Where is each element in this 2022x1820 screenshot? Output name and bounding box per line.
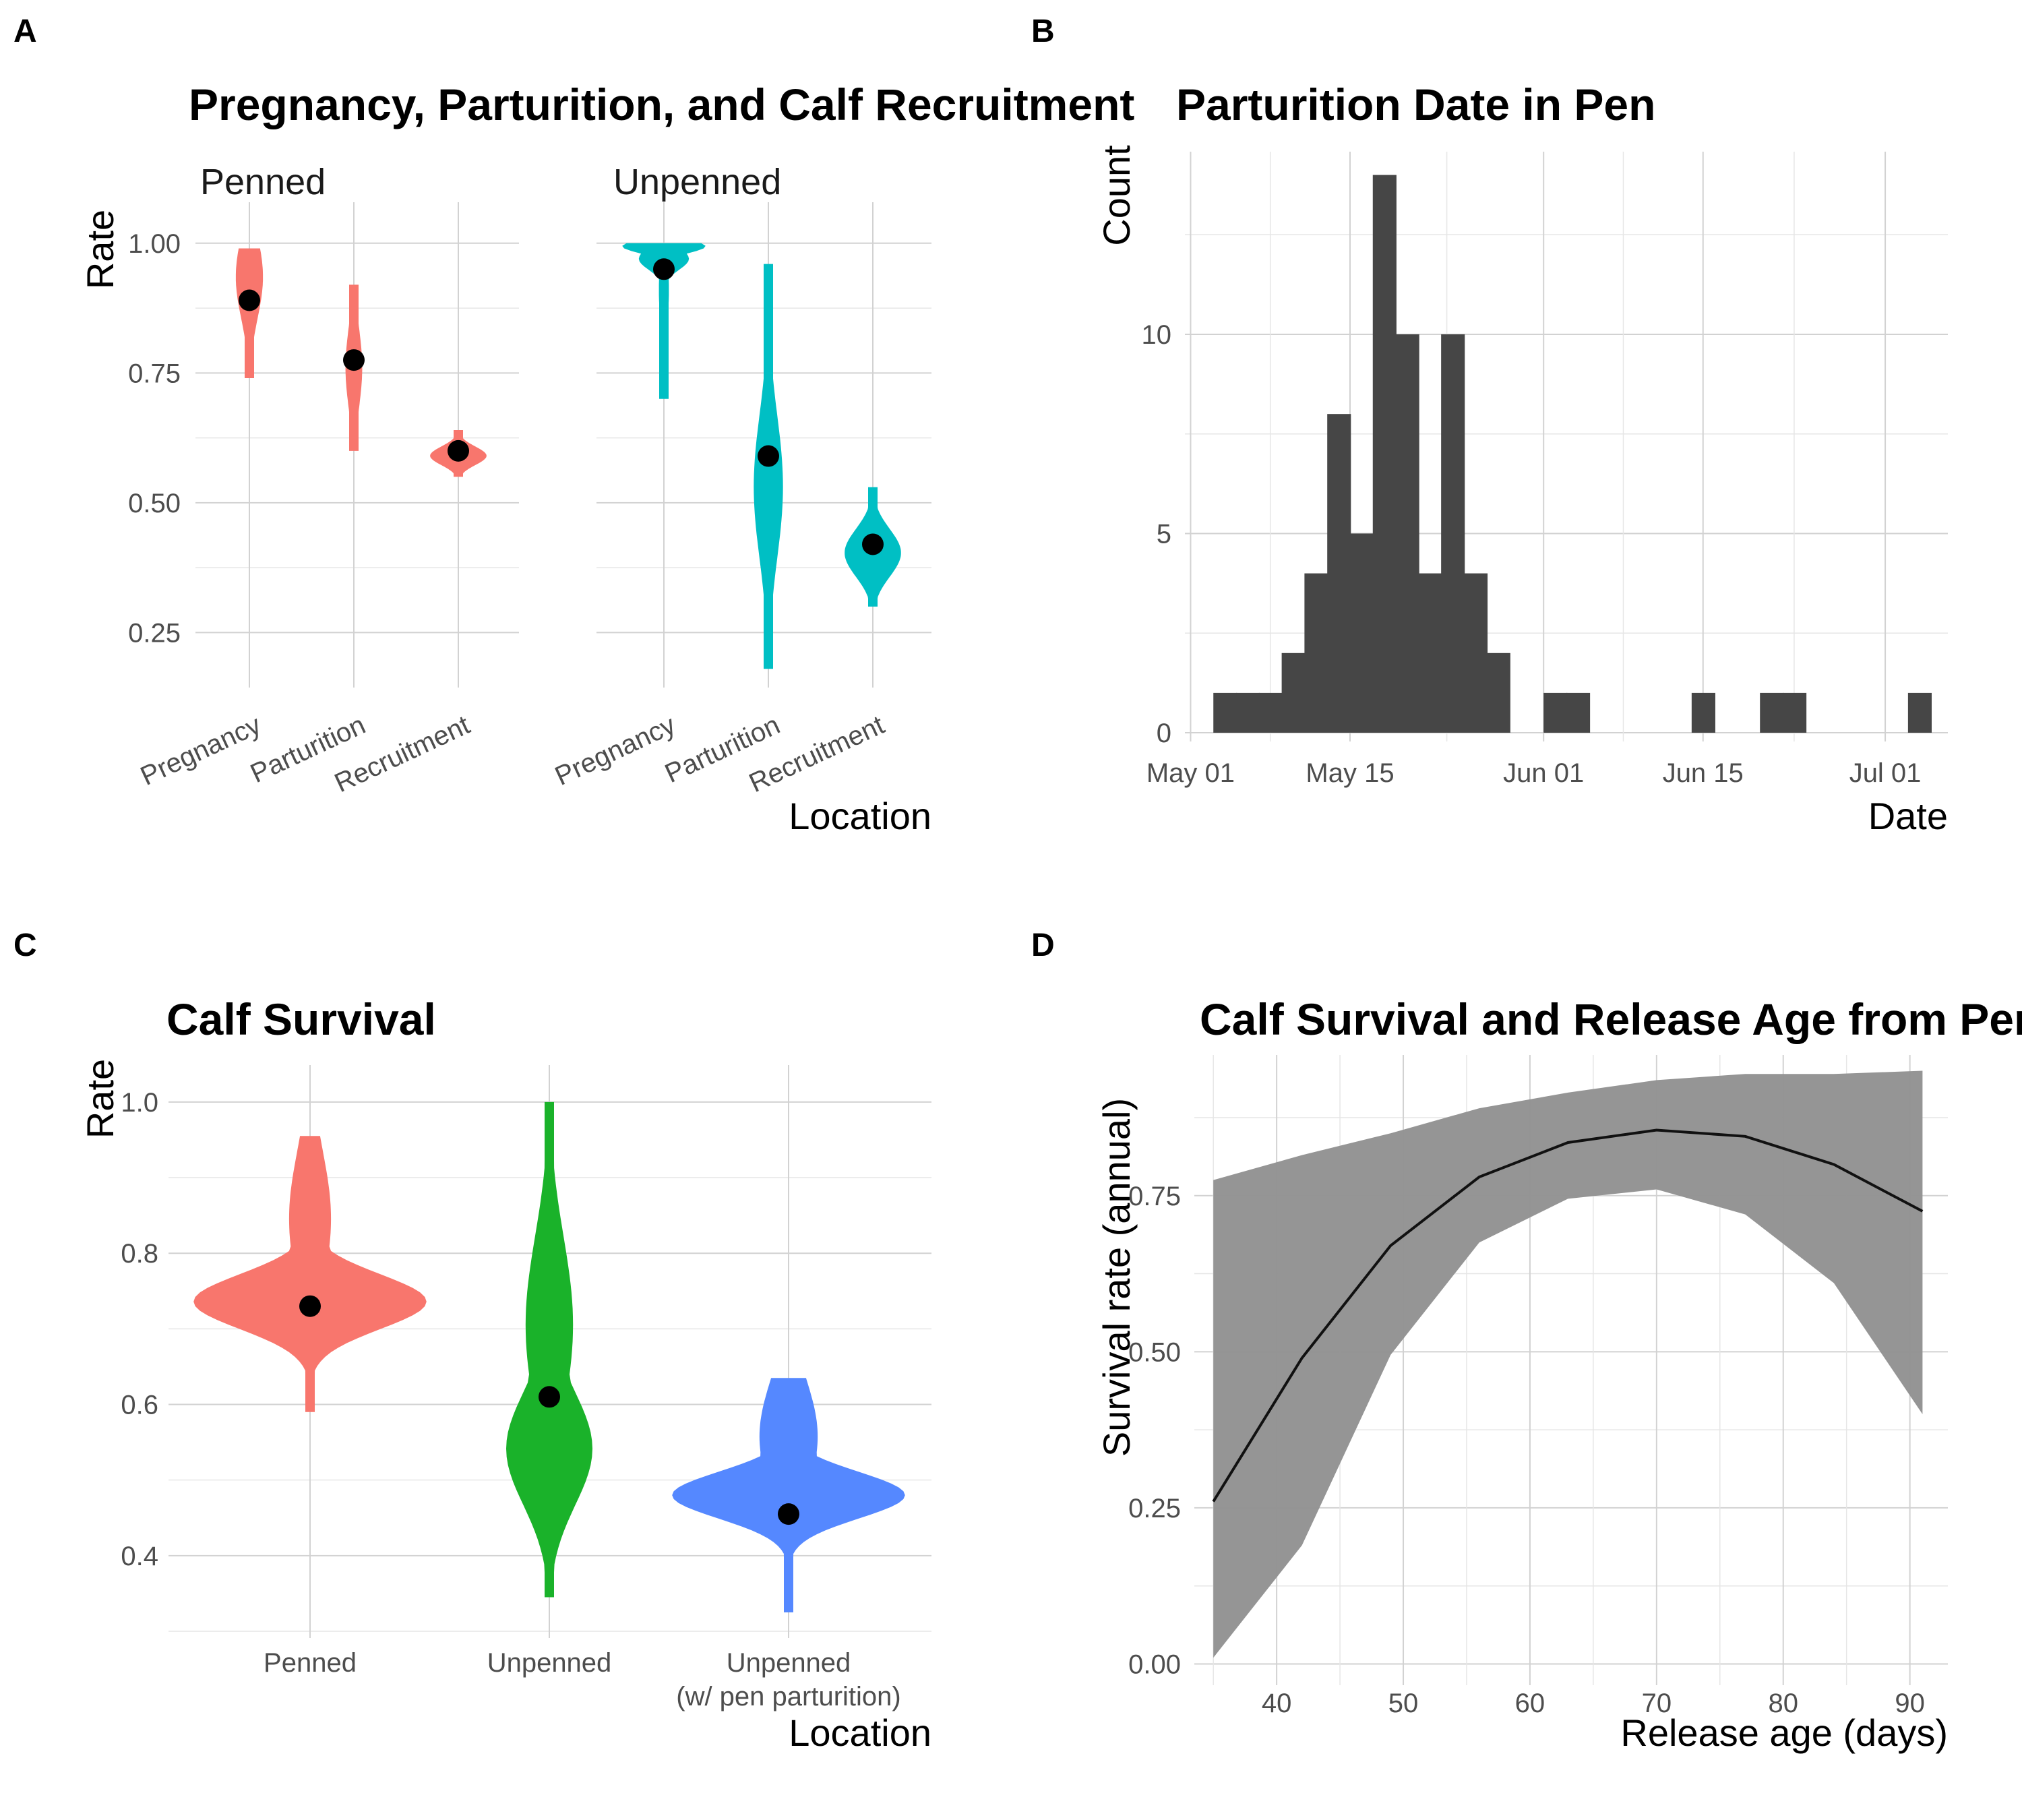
x-tick-label: May 15 xyxy=(1306,758,1394,788)
histogram-bar xyxy=(1566,692,1591,733)
y-tick-label: 0.8 xyxy=(121,1239,158,1269)
y-tick-label: 1.0 xyxy=(121,1088,158,1118)
x-tick-label: (w/ pen parturition) xyxy=(676,1682,900,1711)
violin-unpenned-w-pen-parturition xyxy=(672,1378,905,1612)
panel-b-title: Parturition Date in Pen xyxy=(1176,80,1655,129)
x-tick-label: Jul 01 xyxy=(1849,758,1922,788)
mean-point-penned-parturition xyxy=(343,349,365,371)
survival-line xyxy=(1212,1128,1924,1503)
violin-penned xyxy=(193,1136,427,1412)
y-tick-label: 0.75 xyxy=(128,359,181,388)
y-tick-label: 0.50 xyxy=(128,489,181,518)
histogram-bar xyxy=(1783,692,1807,733)
histogram-bar xyxy=(1304,573,1328,733)
x-tick-label: 50 xyxy=(1388,1689,1419,1718)
violin-penned-pregnancy xyxy=(235,248,264,378)
y-tick-label: 0.25 xyxy=(128,618,181,648)
x-tick-label: Jun 15 xyxy=(1663,758,1744,788)
panel-b-y-label: Count xyxy=(1095,145,1138,246)
y-tick-label: 0.4 xyxy=(121,1542,158,1571)
x-tick-label: 90 xyxy=(1895,1689,1925,1718)
panel-b-x-label: Date xyxy=(1868,795,1948,837)
x-tick-label: May 01 xyxy=(1146,758,1235,788)
histogram-bar xyxy=(1418,573,1442,733)
histogram-bar xyxy=(1463,573,1488,733)
histogram-bar xyxy=(1349,533,1374,733)
histogram-bar xyxy=(1395,334,1419,733)
x-tick-label: Pregnancy xyxy=(136,710,266,791)
x-tick-label: Penned xyxy=(264,1648,357,1678)
panel-tag-b: B xyxy=(1031,13,1055,49)
panel-d-title: Calf Survival and Release Age from Pen xyxy=(1200,994,2022,1044)
mean-point-penned-recruitment xyxy=(448,439,469,462)
mean-point-unpenned-parturition xyxy=(758,445,779,467)
panel-a-x-label: Location xyxy=(789,795,931,837)
histogram-bar xyxy=(1236,692,1260,733)
histogram-bar xyxy=(1441,334,1465,733)
y-tick-label: 1.00 xyxy=(128,229,181,259)
y-tick-label: 0.50 xyxy=(1128,1337,1181,1367)
x-tick-label: Pregnancy xyxy=(551,710,680,791)
y-tick-label: 5 xyxy=(1157,519,1171,549)
confidence-band xyxy=(1213,1070,1923,1658)
histogram-bar xyxy=(1327,414,1351,733)
panel-a-title: Pregnancy, Parturition, and Calf Recruit… xyxy=(189,80,1134,129)
facet-label-unpenned: Unpenned xyxy=(613,162,781,202)
histogram-bar xyxy=(1213,692,1237,733)
mean-point-penned xyxy=(299,1295,321,1317)
histogram-bar xyxy=(1372,175,1397,733)
histogram-bar xyxy=(1258,692,1283,733)
panel-tag-d: D xyxy=(1031,928,1055,963)
panel-d-x-label: Release age (days) xyxy=(1620,1711,1948,1754)
panel-d-y-label: Survival rate (annual) xyxy=(1095,1098,1138,1457)
x-tick-label: 60 xyxy=(1515,1689,1545,1718)
facet-label-penned: Penned xyxy=(200,162,326,202)
panel-a-y-label: Rate xyxy=(79,210,121,289)
histogram-bar xyxy=(1691,692,1715,733)
mean-point-unpenned-recruitment xyxy=(862,533,884,555)
y-tick-label: 0.75 xyxy=(1128,1182,1181,1211)
panel-c-x-label: Location xyxy=(789,1711,931,1754)
panel-tag-c: C xyxy=(13,928,37,963)
x-tick-label: Unpenned xyxy=(727,1648,851,1678)
panel-c-title: Calf Survival xyxy=(166,994,436,1044)
y-tick-label: 0.6 xyxy=(121,1391,158,1420)
x-tick-label: 70 xyxy=(1642,1689,1672,1718)
y-tick-label: 0 xyxy=(1157,719,1171,748)
panel-c-y-label: Rate xyxy=(79,1059,121,1139)
x-tick-label: Unpenned xyxy=(487,1648,612,1678)
x-tick-label: 80 xyxy=(1768,1689,1798,1718)
mean-point-unpenned-pregnancy xyxy=(653,258,675,280)
histogram-bar xyxy=(1543,692,1568,733)
panel-b: Parturition Date in Pen Count Date 0 5 10 M… xyxy=(1095,80,1948,837)
y-tick-label: 10 xyxy=(1142,320,1172,350)
mean-point-unpenned xyxy=(539,1386,560,1408)
panel-a: Pregnancy, Parturition, and Calf Recruit… xyxy=(79,80,1134,837)
x-tick-label: Jun 01 xyxy=(1503,758,1584,788)
histogram-bar xyxy=(1486,653,1510,733)
y-tick-label: 0.00 xyxy=(1128,1649,1181,1679)
x-tick-label: 40 xyxy=(1262,1689,1292,1718)
panel-d: Calf Survival and Release Age from Pen S… xyxy=(1095,994,2022,1754)
histogram-bar xyxy=(1281,653,1306,733)
histogram-bar xyxy=(1760,692,1784,733)
mean-point-penned-pregnancy xyxy=(239,289,260,311)
mean-point-unpenned-w-pen-parturition xyxy=(778,1503,799,1525)
y-tick-label: 0.25 xyxy=(1128,1494,1181,1523)
panel-tag-a: A xyxy=(13,13,37,49)
violin-unpenned-pregnancy xyxy=(622,243,706,399)
histogram-bar xyxy=(1907,692,1932,733)
panel-c: Calf Survival Rate Location 0.4 0.6 0.8 1.0… xyxy=(79,994,931,1754)
violin-unpenned xyxy=(506,1101,592,1598)
